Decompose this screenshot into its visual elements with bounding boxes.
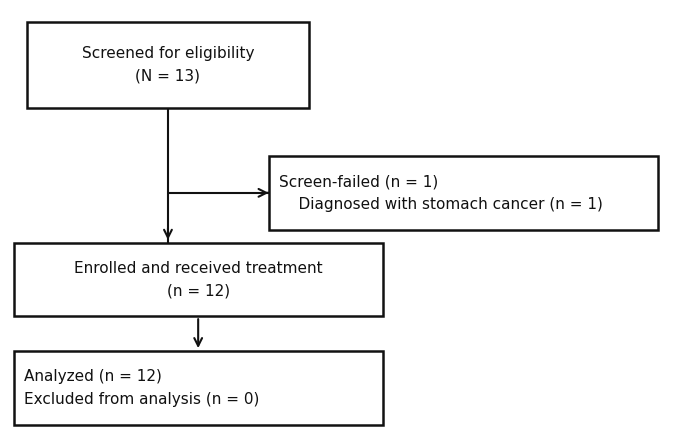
Text: Screened for eligibility: Screened for eligibility — [82, 46, 254, 61]
Bar — [269, 156, 658, 230]
Text: Enrolled and received treatment: Enrolled and received treatment — [74, 261, 323, 276]
Text: Screen-failed (n = 1): Screen-failed (n = 1) — [279, 174, 438, 189]
Bar — [27, 22, 309, 108]
Text: Analyzed (n = 12): Analyzed (n = 12) — [23, 369, 162, 384]
Text: (n = 12): (n = 12) — [166, 283, 229, 298]
Text: Diagnosed with stomach cancer (n = 1): Diagnosed with stomach cancer (n = 1) — [279, 197, 603, 212]
Text: Excluded from analysis (n = 0): Excluded from analysis (n = 0) — [23, 392, 259, 407]
Bar — [14, 243, 383, 316]
Bar — [14, 351, 383, 425]
Text: (N = 13): (N = 13) — [136, 69, 201, 84]
